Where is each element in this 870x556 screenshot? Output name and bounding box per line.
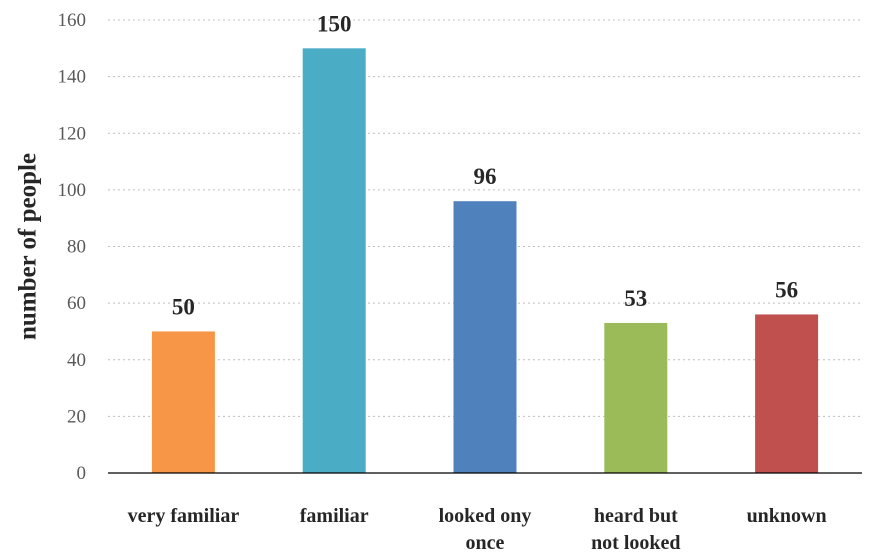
- category-label-3: heard but not looked: [591, 505, 680, 554]
- y-axis-ticks: 0 20 40 60 80 100 120 140 160: [58, 10, 87, 484]
- category-label-0: very familiar: [128, 505, 240, 527]
- data-labels: 50 150 96 53 56: [172, 11, 798, 319]
- bar-3: [604, 322, 668, 473]
- y-tick-label: 120: [58, 123, 87, 144]
- data-label-2: 96: [474, 164, 497, 189]
- bar-1: [302, 48, 366, 473]
- data-label-0: 50: [172, 294, 195, 319]
- y-axis-title: number of people: [15, 153, 42, 340]
- data-label-3: 53: [624, 286, 647, 311]
- bar-4: [755, 314, 819, 473]
- y-tick-label: 0: [77, 463, 87, 484]
- category-labels: very familiar familiar looked ony once heard…: [128, 505, 827, 554]
- y-tick-label: 100: [58, 180, 87, 201]
- data-label-4: 56: [775, 277, 798, 302]
- category-label-1: familiar: [300, 505, 369, 527]
- bar-0: [151, 331, 215, 473]
- y-tick-label: 160: [58, 10, 87, 31]
- category-label-4: unknown: [747, 505, 827, 527]
- y-tick-label: 80: [67, 237, 86, 258]
- data-label-1: 150: [317, 11, 352, 36]
- bar-2: [453, 201, 517, 473]
- y-tick-label: 20: [67, 406, 86, 427]
- bars: [151, 48, 819, 473]
- y-tick-label: 60: [67, 293, 86, 314]
- category-label-2: looked ony once: [439, 505, 532, 554]
- y-tick-label: 40: [67, 350, 86, 371]
- y-tick-label: 140: [58, 67, 87, 88]
